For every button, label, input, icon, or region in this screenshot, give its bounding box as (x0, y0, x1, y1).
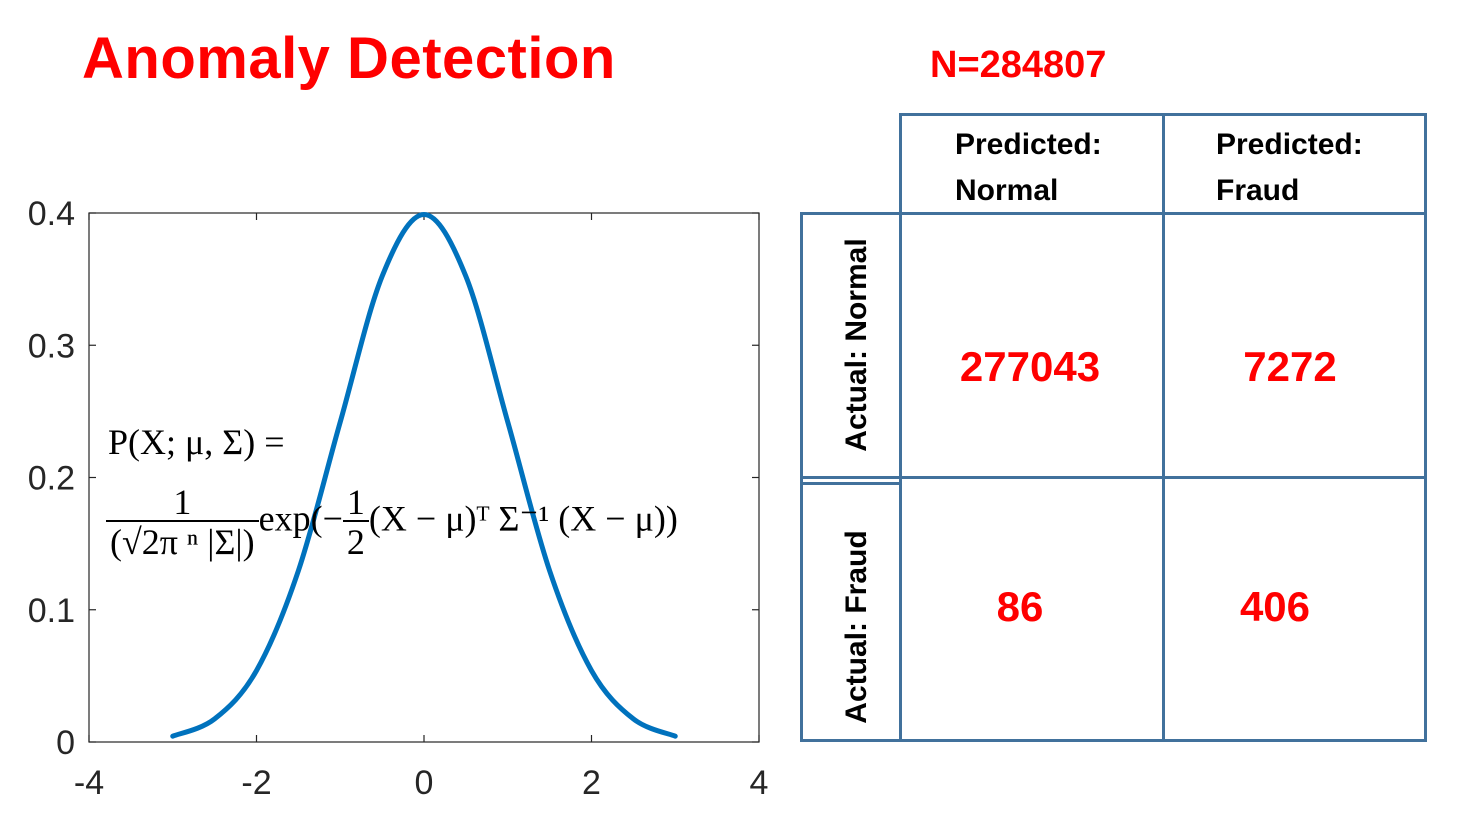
matrix-border (1162, 113, 1165, 742)
formula-half-num: 1 (346, 482, 365, 522)
matrix-border (800, 482, 901, 485)
col-header-line: Predicted: (955, 128, 1102, 161)
axis-ticks (88, 212, 760, 743)
x-tick-label: 2 (582, 764, 601, 802)
formula-half: 1 2 (342, 482, 369, 560)
matrix-border (800, 212, 803, 742)
col-header-predicted-fraud: Predicted: Fraud (1216, 122, 1363, 214)
y-tick-label: 0.3 (28, 327, 75, 365)
cell-fp: 7272 (1243, 343, 1337, 390)
formula-exp: exp(− (258, 498, 343, 539)
formula-denominator: (√2π ⁿ |Σ|) (106, 520, 259, 560)
matrix-border (800, 476, 1427, 479)
formula-numerator: 1 (173, 482, 192, 522)
cell-tp: 406 (1239, 583, 1311, 630)
cell-fn: 86 (996, 583, 1044, 630)
formula-half-den: 2 (342, 520, 369, 560)
y-tick-label: 0 (56, 724, 75, 762)
x-tick-label: 0 (415, 764, 434, 802)
gaussian-chart: -4 -2 0 2 4 0 0.1 0.2 0.3 0.4 (28, 195, 769, 802)
y-tick-label: 0.2 (28, 460, 75, 498)
tick-labels: -4 -2 0 2 4 0 0.1 0.2 0.3 0.4 (28, 195, 769, 802)
data-points (172, 214, 676, 737)
col-header-line: Normal (955, 174, 1059, 207)
page-title: Anomaly Detection (82, 26, 616, 91)
x-tick-label: -4 (74, 764, 104, 802)
gaussian-formula-body: 1 (√2π ⁿ |Σ|) exp(− 1 2 (X − μ)ᵀ Σ⁻¹ (X … (106, 484, 678, 560)
matrix-border (899, 113, 902, 742)
plot-area (88, 212, 760, 743)
x-tick-label: 4 (750, 764, 769, 802)
formula-line1: P(X; μ, Σ) = (108, 422, 285, 462)
formula-fraction: 1 (√2π ⁿ |Σ|) (106, 484, 259, 560)
y-tick-label: 0.4 (28, 195, 75, 233)
gaussian-formula: P(X; μ, Σ) = (108, 424, 285, 460)
x-tick-label: -2 (241, 764, 271, 802)
row-header-actual-fraud: Actual: Fraud (840, 530, 873, 724)
cell-tn: 277043 (959, 343, 1101, 390)
row-header-actual-normal: Actual: Normal (840, 238, 873, 452)
col-header-predicted-normal: Predicted: Normal (955, 122, 1102, 214)
formula-tail: (X − μ)ᵀ Σ⁻¹ (X − μ)) (368, 498, 678, 539)
matrix-border (800, 212, 1427, 215)
sample-count: N=284807 (930, 44, 1107, 86)
col-header-line: Fraud (1216, 174, 1300, 207)
matrix-border (800, 739, 1427, 742)
col-header-line: Predicted: (1216, 128, 1363, 161)
y-tick-label: 0.1 (28, 592, 75, 630)
matrix-border (1424, 113, 1427, 742)
